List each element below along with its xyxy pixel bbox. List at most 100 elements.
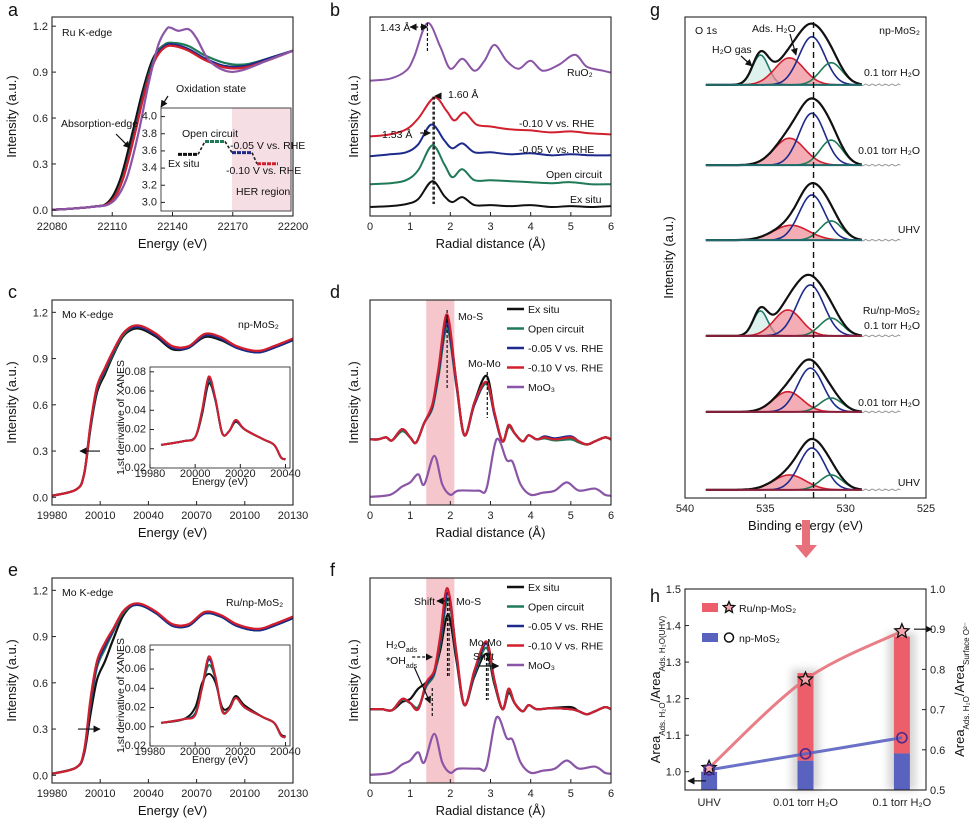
x-tick-label: 20010: [85, 510, 116, 522]
raw-data-tail: [861, 83, 901, 87]
x-tick-label: 22170: [217, 221, 248, 233]
edge-label: Mo K-edge: [62, 587, 114, 599]
y-tick-label: 1.2: [33, 21, 48, 33]
condition-label: 0.1 torr H₂O: [864, 67, 920, 79]
x-tick-label: 4: [528, 788, 534, 800]
series-line--0-05-v-vs-rhe: [369, 321, 612, 446]
x-tick-label: 5: [568, 221, 574, 233]
legend-label: -0.05 V vs. RHE: [528, 343, 603, 355]
series-line--0-10-v-vs-rhe: [369, 96, 612, 138]
inset-x-axis-label: Energy (eV): [192, 754, 248, 766]
mo-mo-label: Mo-Mo: [468, 358, 501, 370]
label-part: /Area: [648, 671, 663, 703]
y-tick-label: 0.02: [125, 702, 146, 714]
bar-np-mos2: [797, 760, 814, 790]
panel-g-axes: [684, 16, 927, 499]
panel-label-f: f: [330, 560, 336, 580]
legend-circle-icon: [723, 632, 735, 643]
x-tick-label: 2: [447, 510, 453, 522]
condition-label: UHV: [898, 477, 920, 489]
x-tick-label: 4: [528, 221, 534, 233]
y-axis-label: Intensity (a.u.): [661, 216, 676, 298]
x-tick-label: 20100: [230, 788, 261, 800]
panel-label-h: h: [650, 586, 660, 606]
condition-label: UHV: [898, 224, 920, 236]
series-label: 1.60 Å: [448, 88, 478, 101]
y-tick-label: 0.06: [125, 663, 146, 675]
x-tick-label: 0: [367, 510, 373, 522]
x-tick-label: 540: [676, 503, 694, 515]
component-fill-ads-h2o: [705, 138, 862, 166]
x-tick-label: 22140: [157, 221, 188, 233]
h2o-ads-label: H₂Oads: [386, 639, 418, 654]
absorption-edge-arrow: [115, 133, 131, 149]
panel-label-d: d: [330, 282, 340, 302]
y-tick-label: 1.2: [666, 694, 681, 706]
x-tick-label: 2: [447, 788, 453, 800]
xps-spectrum: [705, 97, 901, 167]
star-marker: [893, 622, 911, 639]
x-tick-label: 0: [367, 788, 373, 800]
inset-010-label: -0.10 V vs. RHE: [226, 165, 301, 177]
y-tick-label: 0.3: [33, 446, 48, 458]
legend-swatch: [702, 633, 718, 642]
step-connector: [251, 152, 258, 165]
y-tick-label: 0.06: [125, 385, 146, 397]
x-axis-label: Energy (eV): [138, 525, 207, 540]
y-tick-label: 1.0: [666, 767, 681, 779]
edge-label: Ru K-edge: [62, 27, 112, 39]
y-tick-label: 3.0: [142, 196, 157, 208]
y-tick-label: 0.00: [125, 721, 146, 733]
y-axis-label: Intensity (a.u.): [346, 361, 361, 443]
y-tick-label: 0.0: [33, 205, 48, 217]
label-subscript: Surface O²⁻: [962, 622, 971, 665]
y-tick-label: 0.08: [125, 366, 146, 378]
y-tick-label: 1.4: [666, 621, 681, 633]
panel-c-axes: [51, 299, 294, 506]
y-axis-label: Intensity (a.u.): [4, 361, 19, 443]
x-tick-label: 3: [487, 510, 493, 522]
y-tick-label: 0.3: [33, 159, 48, 171]
bar-ru-np-mos2: [893, 636, 910, 754]
x-tick-label: 19980: [37, 788, 68, 800]
x-tick-label: 4: [528, 510, 534, 522]
label-part: Area: [952, 729, 967, 757]
y-tick-label: 0.6: [33, 400, 48, 412]
component-fill-ads-h2o: [705, 391, 862, 412]
adsorbate-arrow: [413, 666, 431, 704]
x-category-label: UHV: [697, 797, 721, 809]
legend-label: -0.10 V vs. RHE: [528, 363, 603, 375]
series-label: Open circuit: [546, 169, 602, 181]
x-tick-label: 20010: [85, 788, 116, 800]
x-tick-label: 22200: [278, 221, 309, 233]
mo-mo-label: Mo-Mo: [469, 637, 502, 649]
series-line-moo3: [369, 715, 612, 776]
y-axis-label: Intensity (a.u.): [4, 75, 19, 157]
series-label: -0.05 V vs. RHE: [519, 144, 594, 156]
y-tick-label: -0.02: [121, 740, 146, 752]
legend-label: -0.05 V vs. RHE: [528, 621, 603, 633]
y-tick-label: 4.0: [142, 111, 157, 123]
x-tick-label: 20020: [225, 468, 256, 480]
y-tick-label: 3.2: [142, 179, 157, 191]
x-tick-label: 1: [407, 510, 413, 522]
bar-np-mos2: [893, 753, 910, 790]
y-tick-label: 0.6: [33, 113, 48, 125]
shift-label: Shift: [414, 596, 435, 608]
inset-ex-situ-label: Ex situ: [168, 158, 200, 170]
y-tick-label: 0.9: [33, 67, 48, 79]
y-tick-label: 1.1: [666, 730, 681, 742]
ads-subscript: ads: [406, 663, 418, 670]
legend-label: np-MoS₂: [739, 633, 780, 645]
x-tick-label: 535: [756, 503, 774, 515]
x-tick-label: 20040: [133, 510, 164, 522]
series-line--0-10-v-vs-rhe: [161, 375, 286, 461]
y-tick-label: 3.8: [142, 128, 157, 140]
raw-data-tail: [861, 410, 901, 414]
inset-e-axes: [149, 644, 291, 747]
panel-h-axes: [684, 588, 927, 791]
label-subscript: Ads. H₂O: [962, 696, 971, 729]
y-axis-label-right: AreaAds. H₂O/AreaSurface O²⁻: [952, 622, 971, 757]
panel-label-b: b: [330, 0, 340, 20]
